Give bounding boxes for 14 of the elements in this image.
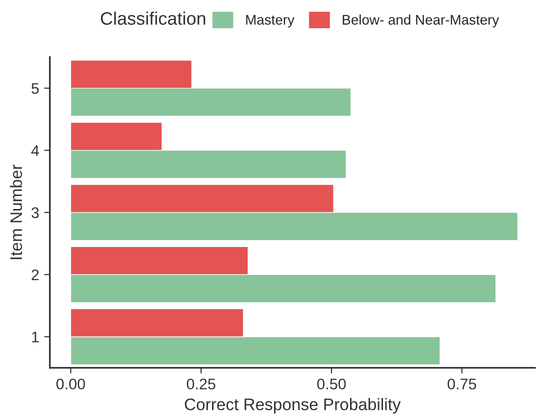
x-tick-label: 0.00 — [56, 378, 85, 390]
y-tick-label: 5 — [32, 83, 39, 94]
legend-label: Below- and Near-Mastery — [342, 14, 500, 28]
y-tick-label: 3 — [32, 207, 39, 218]
x-axis-title: Correct Response Probability — [184, 398, 401, 414]
y-tick-label: 4 — [31, 145, 39, 156]
x-tick-label: 0.25 — [186, 378, 216, 390]
y-tick-label: 2 — [32, 269, 39, 280]
legend-label: Mastery — [246, 15, 294, 28]
y-axis-title: Item Number — [10, 164, 22, 260]
legend-title: Classification — [100, 12, 206, 25]
x-tick-label: 0.50 — [317, 378, 346, 390]
y-tick-label: 1 — [32, 332, 39, 342]
x-tick-label: 0.75 — [448, 378, 476, 390]
